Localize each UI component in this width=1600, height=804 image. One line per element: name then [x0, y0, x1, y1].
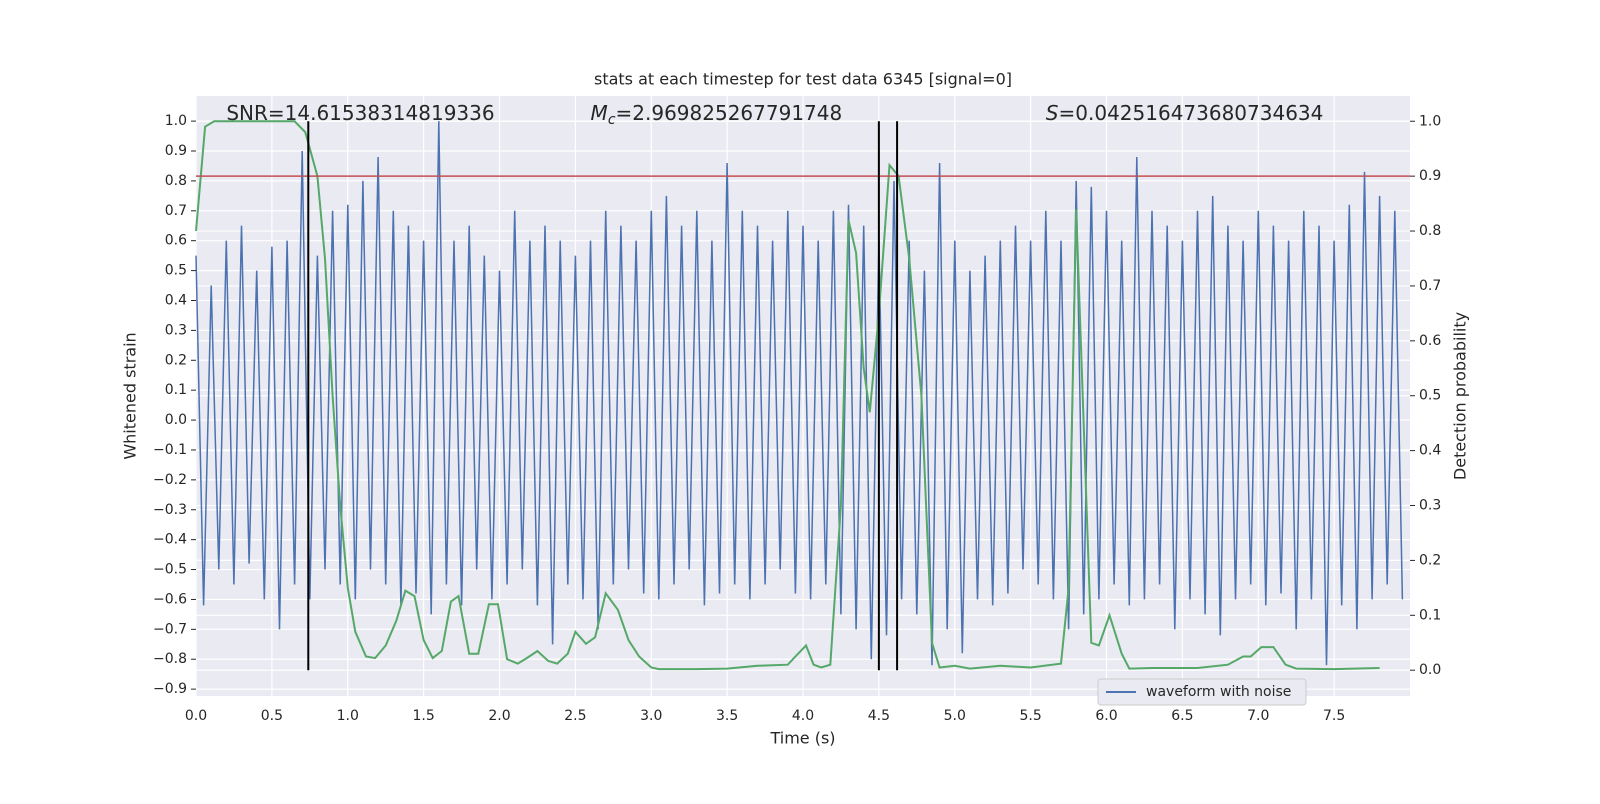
x-tick-label: 0.5 [261, 708, 283, 724]
y2-tick-label: 0.9 [1419, 168, 1441, 184]
y-tick-label: −0.7 [153, 621, 187, 637]
y-tick-label: −0.2 [153, 472, 187, 488]
y2-axis-label: Detection probability [1451, 312, 1470, 480]
x-tick-label: 3.5 [716, 708, 738, 724]
x-tick-label: 4.0 [792, 708, 814, 724]
y2-tick-label: 0.3 [1419, 498, 1441, 514]
y-tick-label: 0.9 [165, 143, 187, 159]
y-tick-label: −0.5 [153, 562, 187, 578]
y-tick-label: −0.8 [153, 651, 187, 667]
y-tick-label: 0.1 [165, 382, 187, 398]
annotation-subscript: c [608, 112, 616, 128]
y-tick-label: 0.6 [165, 233, 187, 249]
x-tick-label: 4.5 [868, 708, 890, 724]
annotation: S=0.042516473680734634 [1046, 101, 1324, 125]
x-tick-label: 6.0 [1095, 708, 1117, 724]
x-tick-label: 5.5 [1019, 708, 1041, 724]
y2-tick-label: 1.0 [1419, 113, 1441, 129]
y-tick-label: 0.8 [165, 173, 187, 189]
y-tick-label: −0.4 [153, 532, 187, 548]
annotation-symbol: S [1046, 101, 1059, 125]
y2-tick-label: 0.0 [1419, 662, 1441, 678]
y-tick-label: 0.7 [165, 203, 187, 219]
annotation-text: =0.042516473680734634 [1059, 101, 1324, 125]
y-tick-label: −0.6 [153, 591, 187, 607]
annotation-symbol: M [591, 101, 608, 125]
annotation: SNR=14.61538314819336 [226, 101, 494, 125]
y-tick-label: 0.4 [165, 292, 187, 308]
x-tick-label: 2.5 [564, 708, 586, 724]
chart-title: stats at each timestep for test data 634… [594, 70, 1012, 89]
x-tick-label: 2.0 [488, 708, 510, 724]
y-tick-label: 0.2 [165, 352, 187, 368]
y-axis-label: Whitened strain [121, 332, 140, 459]
y2-tick-label: 0.7 [1419, 278, 1441, 294]
y2-tick-label: 0.2 [1419, 552, 1441, 568]
y2-tick-label: 0.4 [1419, 443, 1441, 459]
y-tick-label: 0.0 [165, 412, 187, 428]
x-tick-label: 7.5 [1323, 708, 1345, 724]
x-tick-label: 7.0 [1247, 708, 1269, 724]
y-tick-label: 1.0 [165, 113, 187, 129]
annotation-text: SNR=14.61538314819336 [226, 101, 494, 125]
x-tick-label: 0.0 [185, 708, 207, 724]
series-line [195, 121, 1404, 666]
x-tick-label: 3.0 [640, 708, 662, 724]
y2-tick-label: 0.6 [1419, 333, 1441, 349]
y-tick-label: 0.3 [165, 322, 187, 338]
y-tick-label: 0.5 [165, 263, 187, 279]
annotation: Mc=2.969825267791748 [591, 101, 843, 129]
y-tick-label: −0.1 [153, 442, 187, 458]
y2-tick-label: 0.8 [1419, 223, 1441, 239]
y2-tick-label: 0.5 [1419, 388, 1441, 404]
x-tick-label: 1.5 [412, 708, 434, 724]
legend: waveform with noise [1097, 678, 1307, 706]
legend-label: waveform with noise [1146, 684, 1291, 700]
y-tick-label: −0.9 [153, 681, 187, 697]
y2-tick-label: 0.1 [1419, 607, 1441, 623]
legend-box [1097, 678, 1307, 706]
x-tick-label: 6.5 [1171, 708, 1193, 724]
x-tick-label: 5.0 [944, 708, 966, 724]
annotation-text: =2.969825267791748 [616, 101, 843, 125]
x-tick-label: 1.0 [337, 708, 359, 724]
x-axis-label: Time (s) [769, 729, 835, 748]
series-line [195, 120, 1380, 671]
y-tick-label: −0.3 [153, 502, 187, 518]
